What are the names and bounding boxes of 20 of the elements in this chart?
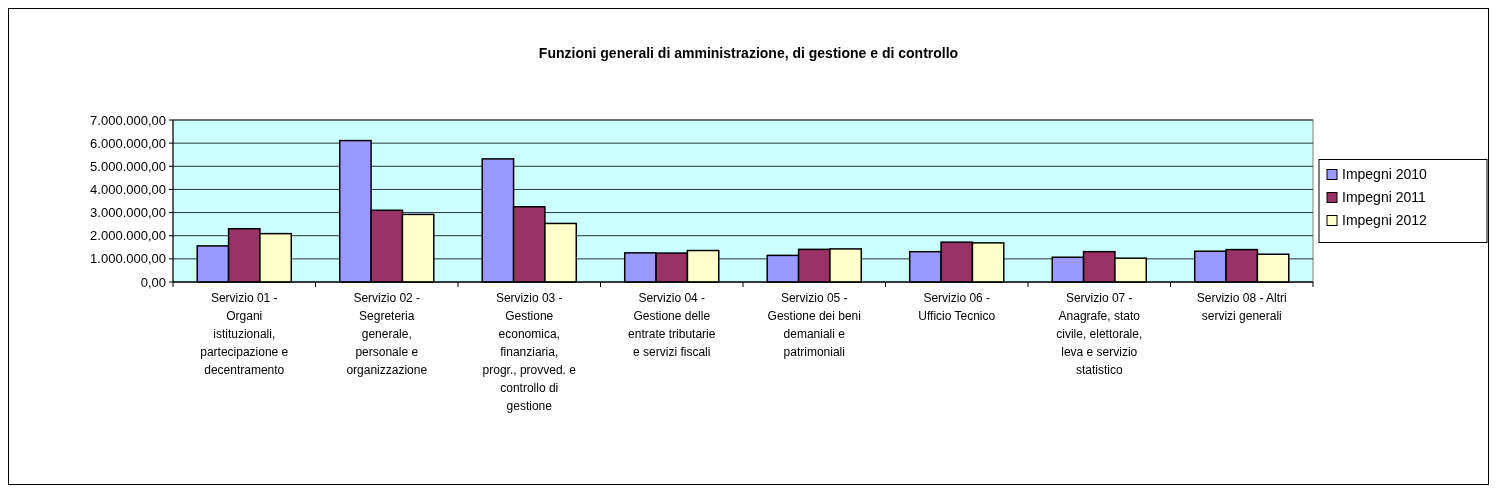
legend-label: Impegni 2010 [1342,166,1428,183]
x-tick-label: Servizio 07 - Anagrafe, stato civile, elettorale, leva e servizio statistico [1056,291,1143,377]
y-tick-label: 5.000.000,00 [90,158,166,174]
y-tick-label: 3.000.000,00 [90,205,166,221]
x-tick-label: Servizio 04 - Gestione delle entrate tributarie e servizi fiscali [628,291,716,359]
legend-label: Impegni 2011 [1342,189,1427,206]
y-tick-label: 2.000.000,00 [90,228,166,244]
x-tick-label: Servizio 02 - Segreteria generale, personale e organizzazione [346,291,428,377]
y-tick-label: 0,00 [140,274,166,290]
legend-label: Impegni 2012 [1342,212,1428,229]
x-tick-label: Servizio 05 - Gestione dei beni demaniali e patrimoniali [767,291,861,359]
x-tick-label: Servizio 01 - Organi istituzionali, partecipazione e decentramento [200,291,289,377]
x-tick-label: Servizio 08 - Altri servizi generali [1196,291,1287,323]
y-tick-label: 7.000.000,00 [90,112,166,128]
y-tick-label: 4.000.000,00 [90,181,166,197]
x-tick-label: Servizio 06 - Ufficio Tecnico [918,291,996,323]
chart-title: Funzioni generali di amministrazione, di gestione e di controllo [538,45,959,61]
y-tick-label: 1.000.000,00 [90,251,166,267]
y-tick-label: 6.000.000,00 [90,135,166,151]
x-tick-label: Servizio 03 - Gestione economica, finanziaria, progr., provved. e controllo di gestione [482,291,577,413]
